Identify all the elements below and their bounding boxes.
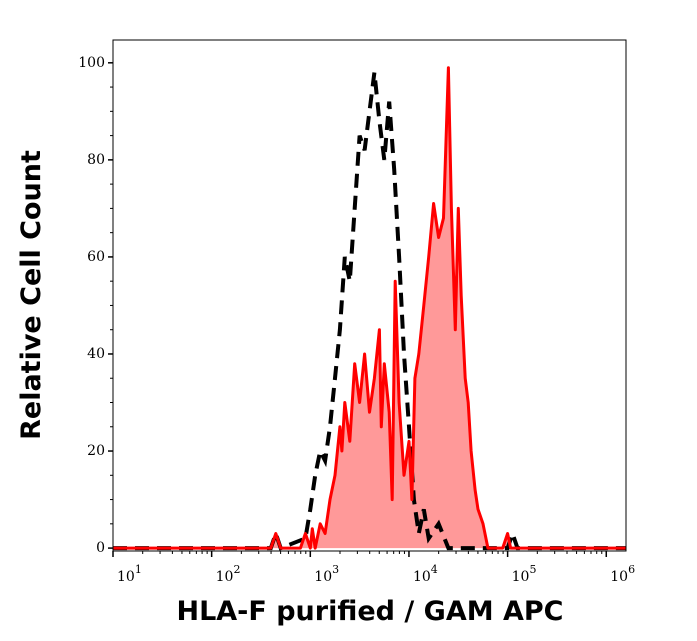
- x-tick-label: 101: [117, 563, 142, 585]
- axes: 101 102 103 104 105 106 0 20 40 60 80 100: [78, 55, 635, 585]
- y-tick-label: 40: [87, 346, 105, 362]
- x-tick-label: 104: [413, 563, 438, 585]
- series-line-black-dashed: [113, 72, 626, 551]
- x-tick-label: 102: [216, 563, 241, 585]
- x-tick-label: 103: [314, 563, 339, 585]
- y-tick-label: 80: [87, 152, 105, 168]
- y-tick-label: 60: [87, 249, 105, 265]
- series-fill-red: [113, 67, 626, 549]
- x-tick-label: 105: [512, 563, 537, 585]
- x-axis-label: HLA-F purified / GAM APC: [176, 596, 563, 627]
- series-line-red: [113, 66, 626, 550]
- y-tick-label: 20: [87, 443, 105, 459]
- y-tick-label: 100: [78, 55, 105, 71]
- y-axis-label: Relative Cell Count: [16, 150, 47, 440]
- plot-area: [113, 66, 626, 551]
- x-tick-label: 106: [610, 563, 635, 585]
- y-tick-label: 0: [96, 540, 105, 556]
